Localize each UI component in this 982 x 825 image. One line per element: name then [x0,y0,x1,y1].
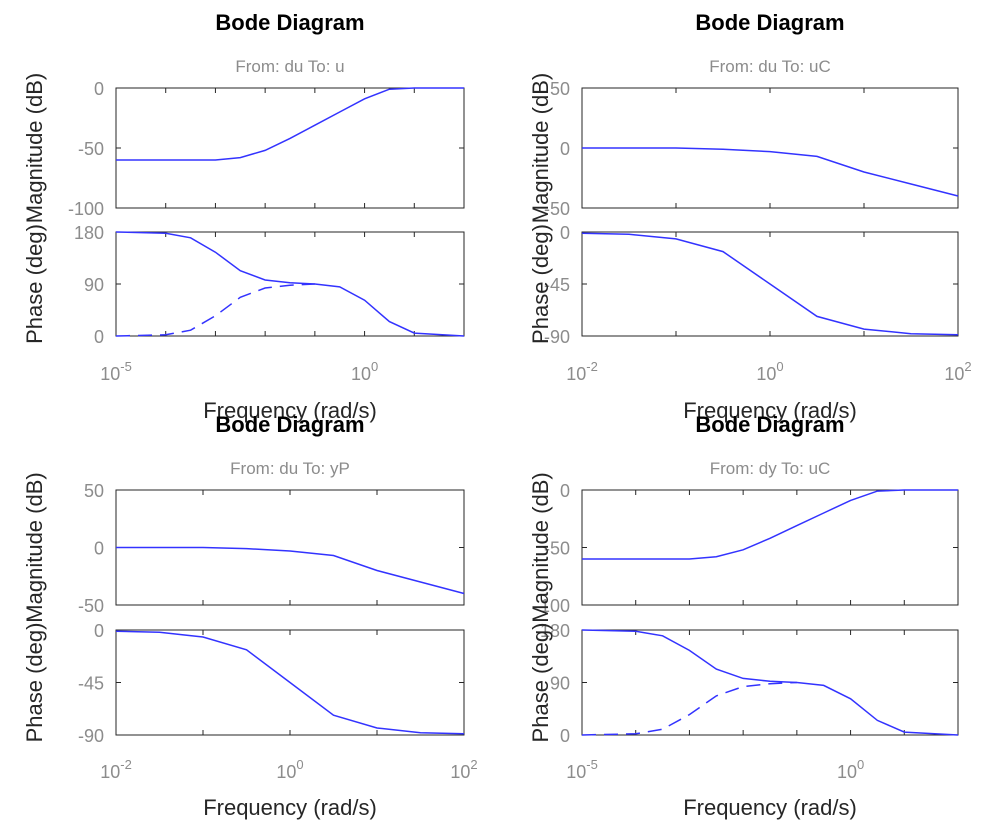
x-tick-label: 102 [944,359,971,384]
magnitude-curve-solid [116,87,464,161]
panel-4-phase-axes: 180 90 0 [540,621,959,746]
x-tick-label: 100 [276,757,303,782]
y-tick-label: -45 [78,674,104,694]
x-axis-label: Frequency (rad/s) [203,795,377,820]
phase-axis-label: Phase (deg) [22,224,47,344]
y-tick-label: 0 [560,726,570,746]
chart-subtitle: From: du To: yP [230,459,350,478]
x-tick-label: 102 [450,757,477,782]
x-axis-label: Frequency (rad/s) [203,398,377,423]
panel-1-magnitude-axes: 0 -50 -100 [68,79,465,219]
y-tick-label: -100 [68,199,104,219]
y-tick-label: 180 [74,223,104,243]
phase-curve-solid [115,231,465,337]
chart-subtitle: From: du To: uC [709,57,831,76]
axes-box [581,489,959,606]
x-axis-label: Frequency (rad/s) [683,398,857,423]
axes-box [115,87,465,209]
y-tick-label: 0 [94,327,104,347]
y-tick-label: -50 [544,199,570,219]
phase-curve-solid [581,629,959,736]
panel-1-phase-axes: 180 90 0 [74,223,465,347]
phase-axis-label: Phase (deg) [22,623,47,743]
chart-title: Bode Diagram [695,10,844,35]
magnitude-curve-solid [582,147,959,197]
y-tick-label: 0 [94,621,104,641]
phase-axis-label: Phase (deg) [528,224,553,344]
magnitude-axis-label: Magnitude (dB) [528,472,553,622]
magnitude-axis-label: Magnitude (dB) [528,73,553,223]
magnitude-axis-label: Magnitude (dB) [22,472,47,622]
x-tick-label: 100 [837,757,864,782]
x-tick-label: 10-5 [566,757,598,782]
y-tick-label: 90 [84,275,104,295]
y-tick-label: 0 [94,79,104,99]
y-tick-label: 0 [560,481,570,501]
chart-title: Bode Diagram [695,412,844,437]
panel-2-magnitude-axes: 50 0 -50 [544,79,959,219]
y-tick-label: -50 [78,596,104,616]
y-tick-label: 0 [560,223,570,243]
x-tick-label: 10-5 [100,359,132,384]
x-tick-label: 10-2 [100,757,132,782]
panel-3-magnitude-axes: 50 0 -50 [78,481,465,616]
x-tick-label: 100 [351,359,378,384]
chart-title: Bode Diagram [215,412,364,437]
chart-subtitle: From: dy To: uC [710,459,831,478]
panel-3-phase-axes: 0 -45 -90 [78,621,465,746]
phase-curve-dashed [115,283,315,337]
x-axis-label: Frequency (rad/s) [683,795,857,820]
chart-title: Bode Diagram [215,10,364,35]
magnitude-curve-solid [582,489,958,560]
y-tick-label: -50 [544,539,570,559]
magnitude-curve-solid [116,546,465,595]
y-tick-label: 90 [550,674,570,694]
y-tick-label: 50 [550,79,570,99]
y-tick-label: -50 [78,139,104,159]
y-tick-label: -90 [544,327,570,347]
phase-axis-label: Phase (deg) [528,623,553,743]
y-tick-label: -45 [544,275,570,295]
y-tick-label: 0 [560,139,570,159]
axes-box [581,629,959,736]
y-tick-label: 180 [540,621,570,641]
phase-curve-solid [115,630,465,735]
phase-curve-solid [581,232,959,336]
y-tick-label: 0 [94,539,104,559]
panel-4-magnitude-axes: 0 -50 -100 [534,481,959,616]
y-tick-label: -90 [78,726,104,746]
x-tick-label: 10-2 [566,359,598,384]
magnitude-axis-label: Magnitude (dB) [22,73,47,223]
panel-2-phase-axes: 0 -45 -90 [544,223,959,347]
y-tick-label: 50 [84,481,104,501]
y-tick-label: -100 [534,596,570,616]
axes-box [115,231,465,337]
chart-subtitle: From: du To: u [235,57,344,76]
x-tick-label: 100 [756,359,783,384]
